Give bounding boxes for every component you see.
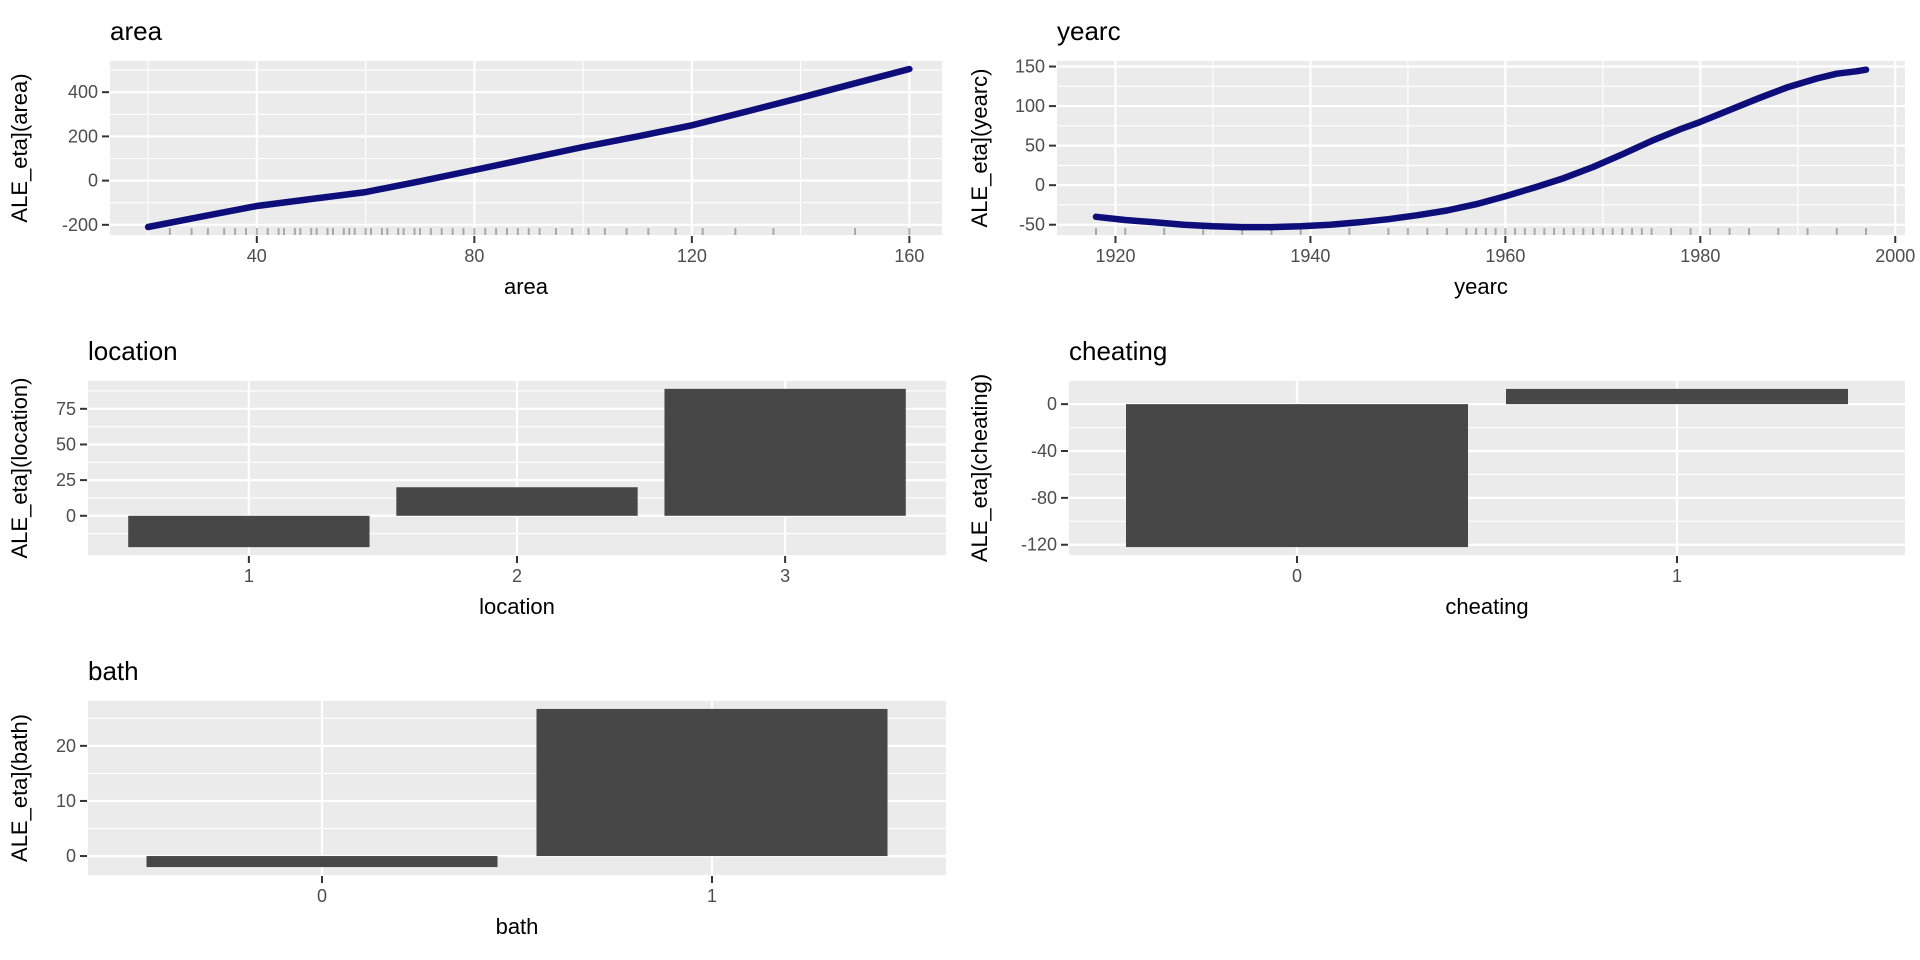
x-tick-label: 1 — [1672, 566, 1682, 586]
y-tick-label: -200 — [62, 215, 98, 235]
y-tick-label: 25 — [56, 470, 76, 490]
y-tick-label: 0 — [66, 506, 76, 526]
chart-area: 40 80 120 160 -200 0 200 400 area area ALE_eta](ar… — [0, 0, 960, 320]
y-tick-label: 150 — [1015, 57, 1045, 77]
x-axis-label: cheating — [1445, 594, 1528, 619]
axis-ticks — [80, 407, 787, 563]
bar-2 — [396, 487, 638, 516]
chart-bath: 0 1 0 10 20 bath bath ALE_eta](bath) — [0, 640, 960, 960]
x-tick-label: 40 — [247, 246, 267, 266]
x-axis-label: yearc — [1454, 274, 1508, 299]
chart-title: location — [88, 336, 178, 366]
x-axis-label: bath — [496, 914, 539, 939]
bar-3 — [664, 388, 906, 516]
x-tick-label: 0 — [317, 886, 327, 906]
x-tick-label: 1920 — [1095, 246, 1135, 266]
y-tick-label: -40 — [1031, 441, 1057, 461]
y-axis-label: ALE_eta](location) — [7, 378, 32, 559]
bar-0 — [1126, 404, 1468, 548]
bar-1 — [1506, 388, 1848, 405]
x-tick-label: 1960 — [1485, 246, 1525, 266]
rug-marks — [1094, 228, 1868, 235]
ale-line — [1092, 66, 1870, 231]
x-axis-label: area — [504, 274, 549, 299]
y-tick-label: -80 — [1031, 488, 1057, 508]
chart-title: yearc — [1057, 16, 1121, 46]
ale-line — [144, 65, 913, 231]
y-tick-label: 20 — [56, 736, 76, 756]
axis-ticks — [1049, 65, 1897, 243]
y-axis-label: ALE_eta](cheating) — [967, 374, 992, 562]
x-tick-label: 80 — [464, 246, 484, 266]
chart-title: cheating — [1069, 336, 1167, 366]
x-tick-label: 1940 — [1290, 246, 1330, 266]
x-axis-label: location — [479, 594, 555, 619]
y-tick-label: -120 — [1021, 535, 1057, 555]
y-tick-label: 200 — [68, 126, 98, 146]
cheating-plot-svg: 0 1 -120 -80 -40 0 cheating cheating ALE_eta](ch… — [967, 336, 1905, 619]
axis-ticks — [80, 744, 713, 883]
y-tick-label: 0 — [1047, 394, 1057, 414]
axis-ticks — [1061, 403, 1678, 563]
bar-1 — [128, 515, 370, 548]
x-tick-label: 2000 — [1875, 246, 1915, 266]
y-tick-label: 400 — [68, 82, 98, 102]
x-tick-label: 1 — [244, 566, 254, 586]
y-tick-label: 0 — [1035, 175, 1045, 195]
x-tick-label: 2 — [512, 566, 522, 586]
chart-yearc: 1920 1940 1960 1980 2000 -50 0 50 100 150 yearc yea… — [960, 0, 1920, 320]
x-tick-label: 1980 — [1680, 246, 1720, 266]
y-tick-label: 50 — [1025, 136, 1045, 156]
axis-ticks — [102, 91, 911, 243]
bar-1 — [536, 708, 888, 857]
chart-cheating: 0 1 -120 -80 -40 0 cheating cheating ALE_eta](ch… — [960, 320, 1920, 640]
major-gridlines — [1057, 61, 1905, 235]
yearc-plot-svg: 1920 1940 1960 1980 2000 -50 0 50 100 150 yearc yea… — [967, 16, 1915, 299]
y-axis-label: ALE_eta](bath) — [7, 714, 32, 862]
x-tick-label: 120 — [677, 246, 707, 266]
area-plot-svg: 40 80 120 160 -200 0 200 400 area area ALE_eta](ar… — [7, 16, 942, 299]
y-axis-label: ALE_eta](yearc) — [967, 69, 992, 228]
y-tick-label: 0 — [66, 846, 76, 866]
major-gridlines — [110, 61, 942, 235]
chart-title: area — [110, 16, 163, 46]
x-tick-label: 160 — [894, 246, 924, 266]
bar-0 — [146, 856, 498, 868]
chart-title: bath — [88, 656, 139, 686]
y-axis-label: ALE_eta](area) — [7, 73, 32, 222]
y-tick-label: 50 — [56, 434, 76, 454]
y-tick-label: 10 — [56, 791, 76, 811]
rug-marks — [168, 228, 911, 235]
panel — [1057, 61, 1905, 235]
location-plot-svg: 1 2 3 0 25 50 75 location location ALE_eta](locat… — [7, 336, 946, 619]
y-tick-label: 0 — [88, 171, 98, 191]
y-tick-label: 100 — [1015, 96, 1045, 116]
y-tick-label: -50 — [1019, 215, 1045, 235]
x-tick-label: 3 — [780, 566, 790, 586]
x-tick-label: 1 — [707, 886, 717, 906]
x-tick-label: 0 — [1292, 566, 1302, 586]
y-tick-label: 75 — [56, 399, 76, 419]
chart-location: 1 2 3 0 25 50 75 location location ALE_eta](locat… — [0, 320, 960, 640]
